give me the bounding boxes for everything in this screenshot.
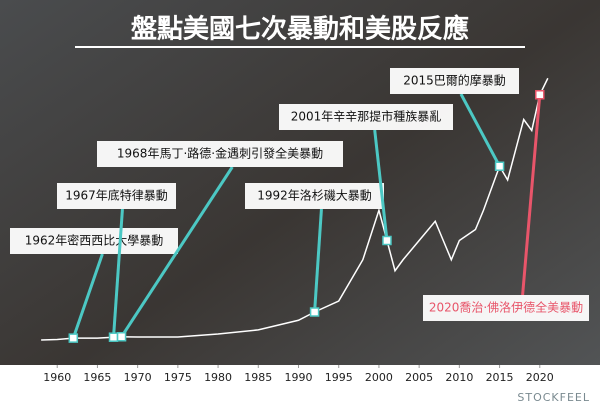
- callout-box: [390, 68, 519, 94]
- event-marker: [535, 90, 545, 100]
- x-tick-label: 1995: [325, 371, 353, 384]
- x-tick-label: 2020: [526, 371, 554, 384]
- callout-label: 2015巴爾的摩暴動: [403, 73, 506, 88]
- chart-title: 盤點美國七次暴動和美股反應: [131, 14, 469, 45]
- event-marker: [108, 332, 119, 342]
- x-tick-label: 1990: [285, 371, 313, 384]
- callout-label: 2001年辛辛那提市種族暴亂: [291, 109, 442, 124]
- callout-line: [112, 208, 124, 338]
- x-tick-label: 1960: [43, 371, 71, 384]
- event-marker: [68, 333, 79, 343]
- callout-line: [459, 93, 501, 167]
- x-tick-label: 1980: [204, 371, 232, 384]
- callout-line: [373, 129, 389, 241]
- callout-line: [521, 94, 542, 296]
- callout-box: [10, 228, 178, 254]
- callout-box: [97, 141, 343, 167]
- callout-box: [423, 295, 589, 321]
- x-tick-label: 1985: [244, 371, 272, 384]
- event-marker: [382, 235, 392, 246]
- callout-box: [57, 183, 176, 209]
- callout-label: 1992年洛杉磯大暴動: [257, 188, 372, 203]
- x-tick-label: 1975: [164, 371, 192, 384]
- x-tick-label: 1965: [83, 371, 111, 384]
- callout-label: 1967年底特律暴動: [65, 188, 168, 203]
- callout-line: [120, 166, 234, 338]
- callout-line: [71, 253, 104, 339]
- callout-line: [313, 208, 323, 313]
- callout-box: [245, 183, 384, 209]
- callout-box: [279, 104, 453, 130]
- x-tick-label: 2000: [365, 371, 393, 384]
- event-marker: [309, 307, 320, 317]
- axis-band: [0, 365, 600, 413]
- x-tick-label: 2005: [405, 371, 433, 384]
- x-tick-label: 2015: [486, 371, 514, 384]
- event-marker: [494, 161, 505, 171]
- x-tick-label: 2010: [445, 371, 473, 384]
- brand: STOCKFEEL: [517, 391, 590, 404]
- event-marker: [116, 332, 127, 342]
- callout-label: 2020喬治·佛洛伊德全美暴動: [429, 300, 583, 315]
- callout-label: 1968年馬丁·路德·金遇刺引發全美暴動: [117, 146, 323, 161]
- callout-label: 1962年密西西比大學暴動: [25, 233, 164, 248]
- x-tick-label: 1970: [124, 371, 152, 384]
